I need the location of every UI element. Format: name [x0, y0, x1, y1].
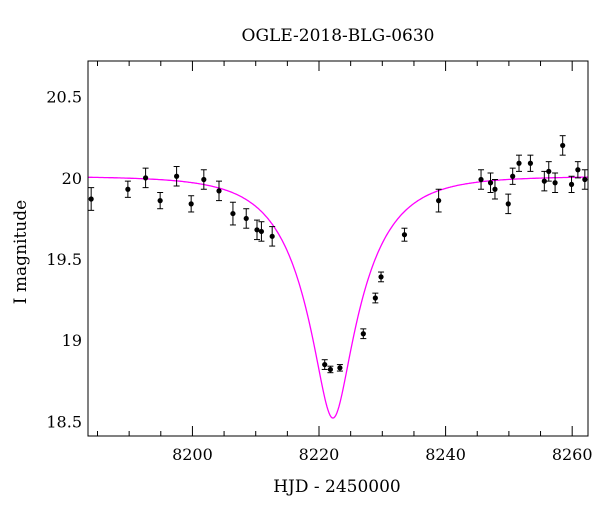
point-marker — [378, 274, 384, 280]
point-marker — [505, 201, 511, 207]
point-marker — [254, 227, 260, 233]
data-point — [581, 169, 588, 190]
point-marker — [322, 361, 328, 368]
data-point — [258, 221, 265, 242]
point-marker — [337, 365, 343, 371]
axes: 8200 8220 8240 8260 18.5 19 19.5 20 20.5 — [46, 60, 593, 464]
point-marker — [516, 160, 522, 166]
x-tick-label: 8220 — [299, 445, 340, 464]
point-marker — [125, 186, 131, 192]
data-point — [509, 167, 516, 185]
point-marker — [372, 295, 378, 301]
data-point — [88, 187, 95, 211]
point-marker — [546, 168, 552, 174]
data-points — [88, 135, 588, 374]
y-tick-label: 20.5 — [46, 88, 82, 107]
point-marker — [243, 215, 249, 222]
x-tick-label: 8240 — [425, 445, 466, 464]
x-tick-label: 8260 — [552, 445, 593, 464]
data-point — [559, 135, 566, 156]
point-marker — [216, 188, 222, 194]
data-point — [157, 191, 164, 210]
point-marker — [436, 198, 442, 204]
point-marker — [478, 176, 484, 183]
data-point — [516, 154, 523, 172]
data-point — [401, 227, 408, 242]
data-point — [269, 226, 276, 247]
point-marker — [157, 198, 163, 204]
model-layer — [88, 176, 589, 419]
y-tick-label: 19 — [62, 331, 82, 350]
point-marker — [575, 167, 581, 173]
data-point — [378, 271, 385, 283]
data-point — [243, 208, 250, 229]
point-marker — [568, 181, 575, 187]
data-point — [478, 169, 485, 190]
data-point — [487, 172, 494, 193]
point-marker — [230, 210, 236, 217]
point-marker — [201, 176, 207, 183]
point-marker — [560, 142, 566, 149]
data-point — [336, 364, 343, 372]
point-marker — [487, 180, 494, 186]
data-point — [541, 170, 548, 192]
data-point — [253, 219, 260, 241]
chart-title: OGLE-2018-BLG-0630 — [242, 26, 435, 46]
model-curve — [88, 176, 589, 419]
data-point — [321, 359, 328, 370]
y-axis-title: I magnitude — [11, 200, 31, 304]
y-tick-label: 19.5 — [46, 250, 82, 269]
point-marker — [174, 173, 180, 179]
data-point — [435, 188, 442, 213]
point-marker — [527, 160, 534, 166]
point-marker — [188, 201, 194, 207]
point-marker — [541, 178, 547, 184]
point-marker — [401, 232, 408, 238]
data-point — [527, 154, 534, 172]
point-marker — [258, 228, 265, 235]
point-marker — [360, 331, 366, 337]
data-point — [574, 161, 581, 179]
point-marker — [269, 233, 275, 239]
y-tick-label: 18.5 — [46, 412, 82, 431]
point-marker — [142, 175, 149, 181]
point-marker — [327, 366, 334, 373]
data-point — [372, 292, 379, 304]
data-point — [491, 179, 498, 200]
data-point — [552, 172, 559, 193]
y-tick-label: 20 — [62, 169, 82, 188]
data-point — [505, 193, 512, 215]
data-point — [188, 195, 195, 213]
data-point — [327, 365, 334, 374]
data-point — [173, 166, 180, 187]
data-point — [360, 328, 367, 340]
point-marker — [510, 173, 516, 179]
plot-frame — [87, 60, 589, 437]
point-marker — [88, 196, 94, 202]
x-tick-label: 8200 — [172, 445, 213, 464]
point-marker — [582, 176, 588, 183]
data-point — [545, 161, 552, 182]
data-point — [229, 201, 236, 226]
data-point — [568, 175, 575, 193]
point-marker — [492, 186, 498, 192]
data-point — [142, 167, 149, 189]
x-axis-title: HJD - 2450000 — [273, 477, 401, 497]
point-marker — [552, 180, 558, 186]
data-point — [200, 169, 207, 190]
data-point — [216, 180, 223, 202]
data-point — [124, 180, 131, 198]
